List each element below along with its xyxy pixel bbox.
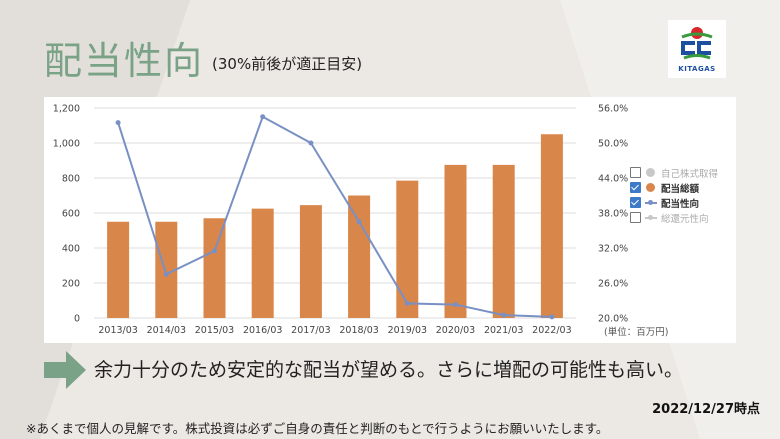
- x-axis-tick-label: 2020/03: [436, 325, 475, 336]
- legend-checkbox[interactable]: [630, 182, 641, 193]
- x-axis-tick-label: 2013/03: [98, 325, 137, 336]
- legend-checkbox[interactable]: [630, 212, 641, 223]
- line-point: [212, 248, 217, 254]
- x-axis-tick-label: 2016/03: [243, 325, 282, 336]
- bar: [203, 218, 226, 318]
- legend-marker: [645, 167, 657, 178]
- bar: [107, 221, 130, 318]
- logo-text: KITAGAS: [678, 65, 716, 73]
- bar: [396, 180, 419, 318]
- page-subtitle: (30%前後が適正目安): [212, 55, 363, 73]
- right-arrow-icon: [44, 351, 86, 389]
- legend-checkbox[interactable]: [630, 167, 641, 178]
- legend-item[interactable]: 総還元性向: [630, 210, 730, 225]
- legend-label: 自己株式取得: [661, 168, 719, 180]
- legend-marker: [645, 182, 657, 193]
- y-axis-tick-label: 1,200: [53, 104, 80, 115]
- summary-message: 余力十分のため安定的な配当が望める。さらに増配の可能性も高い。: [94, 359, 684, 381]
- legend-item[interactable]: 自己株式取得: [630, 165, 730, 180]
- line-point: [549, 314, 555, 320]
- y-axis-tick-label: 0: [74, 314, 80, 325]
- legend-item[interactable]: 配当性向: [630, 195, 730, 210]
- x-axis-tick-label: 2019/03: [388, 325, 427, 336]
- bar: [299, 205, 322, 318]
- y2-axis-tick-label: 50.0%: [598, 139, 628, 150]
- y-axis-tick-label: 800: [62, 174, 80, 185]
- line-point: [115, 120, 121, 126]
- bar: [444, 164, 467, 318]
- line-point: [308, 140, 314, 146]
- x-axis-tick-label: 2022/03: [532, 325, 571, 336]
- bar: [251, 208, 274, 318]
- x-axis-tick-label: 2018/03: [339, 325, 378, 336]
- y2-axis-tick-label: 20.0%: [598, 314, 628, 325]
- as-of-date: 2022/12/27時点: [652, 402, 760, 417]
- x-axis-tick-label: 2015/03: [195, 325, 234, 336]
- chart-svg: 0 20.0% 200 26.0% 400 32.0% 600 38.0% 800 44.0% 1,…: [53, 104, 669, 339]
- y-axis-tick-label: 600: [62, 209, 80, 220]
- y2-axis-tick-label: 38.0%: [598, 209, 628, 220]
- y2-axis-tick-label: 26.0%: [598, 279, 628, 290]
- disclaimer-text: ※あくまで個人の見解です。株式投資は必ずご自身の責任と判断のもとで行うようにお願…: [26, 421, 609, 436]
- bar: [540, 134, 563, 318]
- legend-item[interactable]: 配当総額: [630, 180, 730, 195]
- x-axis-tick-label: 2017/03: [291, 325, 330, 336]
- legend-label: 配当性向: [661, 198, 700, 210]
- y2-axis-tick-label: 56.0%: [598, 104, 628, 115]
- y2-axis-tick-label: 44.0%: [598, 174, 628, 185]
- kitagas-logo: KITAGAS: [668, 20, 726, 78]
- line-point: [501, 312, 507, 318]
- y-axis-tick-label: 400: [62, 244, 80, 255]
- line-point: [163, 271, 169, 277]
- dividend-chart: 0 20.0% 200 26.0% 400 32.0% 600 38.0% 800 44.0% 1,…: [44, 97, 736, 343]
- legend-label: 総還元性向: [661, 213, 709, 225]
- legend-label: 配当総額: [661, 183, 700, 195]
- legend-checkbox[interactable]: [630, 197, 641, 208]
- legend-marker: [645, 213, 657, 223]
- line-point: [453, 302, 458, 308]
- kitagas-logo-icon: [681, 27, 713, 60]
- bar: [348, 195, 371, 318]
- bar: [492, 164, 515, 318]
- y-axis-tick-label: 200: [62, 279, 80, 290]
- line-point: [404, 300, 410, 306]
- chart-legend: 自己株式取得 配当総額配当性向総還元性向: [630, 165, 730, 225]
- line-point: [260, 114, 266, 120]
- x-axis-tick-label: 2021/03: [484, 325, 523, 336]
- legend-marker: [645, 198, 657, 208]
- x-axis-tick-label: 2014/03: [147, 325, 186, 336]
- line-point: [356, 219, 362, 225]
- y2-axis-tick-label: 32.0%: [598, 244, 628, 255]
- bar: [155, 221, 178, 318]
- y-axis-tick-label: 1,000: [53, 139, 80, 150]
- unit-label: (単位：百万円): [604, 326, 668, 338]
- page-title: 配当性向: [44, 39, 205, 83]
- payout-ratio-line: [117, 115, 552, 318]
